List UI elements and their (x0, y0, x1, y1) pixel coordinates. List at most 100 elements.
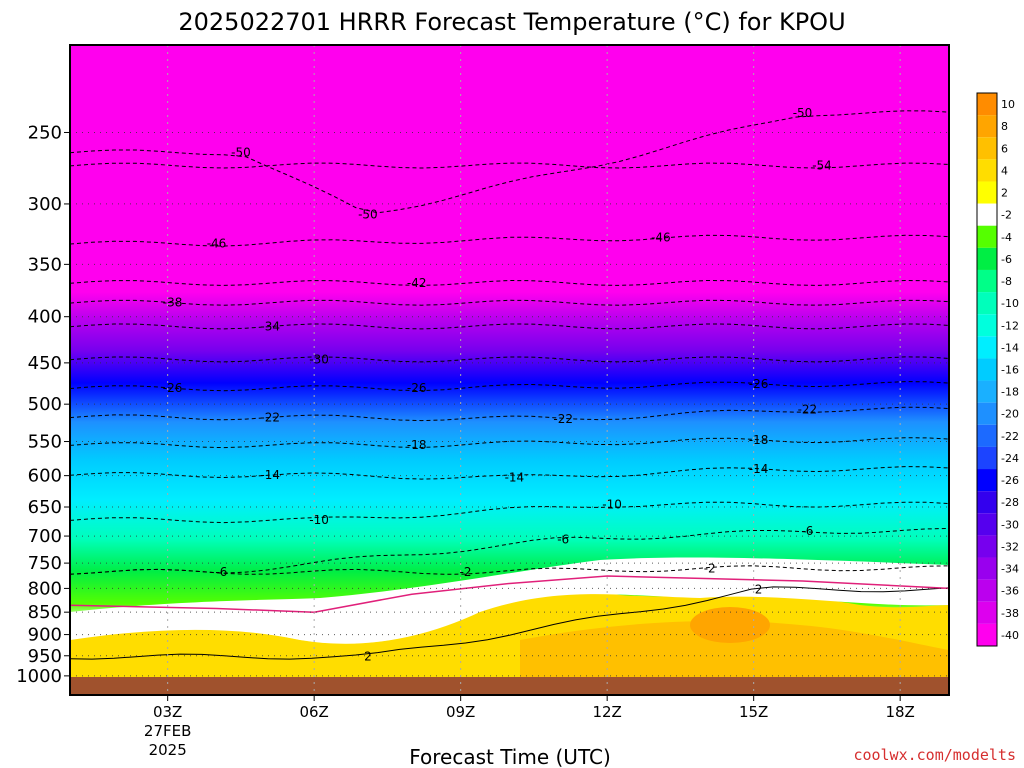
colorbar-swatch (977, 424, 997, 447)
isotherm-label: -54 (812, 159, 832, 173)
isotherm-line (70, 586, 949, 660)
colorbar-swatch (977, 579, 997, 602)
isotherm-label: -2 (704, 561, 716, 575)
x-tick-label: 03Z (153, 703, 182, 721)
y-tick-label: 550 (28, 432, 62, 453)
y-tick-label: 750 (28, 553, 62, 574)
isotherm-label: -38 (163, 296, 183, 310)
colorbar-swatch (977, 513, 997, 536)
colorbar-swatch (977, 402, 997, 425)
isotherm-label: -14 (505, 471, 525, 485)
isotherm-label: -26 (407, 381, 427, 395)
colorbar: 10 8 6 4 2 -2 -4 -6 -8 -10 -12 -14 -16 -18 -20 -22 -24 -2… (976, 92, 1019, 647)
isotherm-label: -6 (801, 524, 813, 538)
isotherm-label: 2 (755, 582, 763, 596)
colorbar-label: -28 (1001, 496, 1019, 509)
colorbar-swatch (977, 115, 997, 138)
colorbar-label: -4 (1001, 231, 1012, 244)
isotherm-label: -34 (260, 319, 280, 333)
colorbar-swatch (977, 93, 997, 116)
colorbar-swatch (977, 336, 997, 359)
isotherm-label: -10 (602, 498, 622, 512)
isotherm-label: -30 (309, 352, 329, 366)
isotherm-label: 2 (364, 650, 372, 664)
colorbar-swatch (977, 247, 997, 270)
colorbar-label: -22 (1001, 430, 1019, 443)
plot-grid (70, 45, 949, 695)
y-tick-label: 650 (28, 497, 62, 518)
colorbar-label: -8 (1001, 275, 1012, 288)
y-tick-label: 300 (28, 194, 62, 215)
isotherm-label: -22 (260, 410, 280, 424)
colorbar-label: -26 (1001, 474, 1019, 487)
colorbar-label: 10 (1001, 98, 1015, 111)
colorbar-swatch (977, 535, 997, 558)
isotherm-label: -50 (358, 207, 378, 221)
colorbar-swatch (977, 623, 997, 646)
colorbar-label: -40 (1001, 629, 1019, 642)
colorbar-label: -10 (1001, 297, 1019, 310)
x-tick-label: 09Z (446, 703, 475, 721)
isotherm-lines (70, 110, 949, 660)
isotherm-labels: -50 -50 -54 -50 -46 -46 -42 -38 -34 -30 -26 -26 -26 -… (163, 106, 832, 663)
colorbar-swatch (977, 181, 997, 204)
colorbar-label: -30 (1001, 518, 1019, 531)
plot-frame (69, 44, 950, 696)
colorbar-swatch (977, 225, 997, 248)
colorbar-swatch (977, 314, 997, 337)
y-tick-label: 600 (28, 466, 62, 487)
colorbar-frame (976, 92, 998, 647)
warm-pocket-region (690, 607, 770, 643)
y-tick-label: 250 (28, 122, 62, 143)
isotherm-label: -14 (260, 468, 280, 482)
y-tick-label: 950 (28, 646, 62, 667)
isotherm-label: -46 (651, 231, 671, 245)
colorbar-label: 4 (1001, 164, 1008, 177)
y-tick-label: 850 (28, 602, 62, 623)
y-tick-label: 800 (28, 578, 62, 599)
x-tick-label: 06Z (299, 703, 328, 721)
colorbar-label: 2 (1001, 187, 1008, 200)
colorbar-label: -20 (1001, 408, 1019, 421)
x-axis-label: Forecast Time (UTC) (409, 745, 611, 768)
colorbar-label: -12 (1001, 319, 1019, 332)
colorbar-swatch (977, 446, 997, 470)
colorbar-swatch (977, 469, 997, 492)
isotherm-label: -22 (798, 403, 818, 417)
isotherm-label: -2 (460, 565, 472, 579)
colorbar-label: -16 (1001, 364, 1019, 377)
y-tick-label: 350 (28, 254, 62, 275)
y-tick-label: 450 (28, 353, 62, 374)
x-tick-label: 12Z (592, 703, 621, 721)
isotherm-label: -50 (793, 106, 813, 120)
y-tick-label: 900 (28, 625, 62, 646)
y-tick-label: 400 (28, 307, 62, 328)
isotherm-line (70, 528, 949, 575)
isotherm-label: -6 (557, 532, 569, 546)
colorbar-label: -14 (1001, 341, 1019, 354)
isotherm-label: -26 (163, 381, 183, 395)
isotherm-label: -18 (407, 438, 427, 452)
colorbar-label: 8 (1001, 120, 1008, 133)
x-tick-label: 18Z (885, 703, 914, 721)
pressure-axis: 2503003504004505005506006507007508008509… (16, 122, 70, 687)
y-tick-label: 1000 (16, 666, 62, 687)
isotherm-label: -18 (749, 433, 769, 447)
colorbar-swatch (977, 557, 997, 580)
colorbar-label: -6 (1001, 253, 1012, 266)
colorbar-swatch (977, 269, 997, 293)
x-tick-sublabel: 2025 (149, 741, 187, 759)
colorbar-label: 6 (1001, 142, 1008, 155)
colorbar-label: -2 (1001, 209, 1012, 222)
isotherm-label: -14 (749, 462, 769, 476)
colorbar-label: -24 (1001, 452, 1019, 465)
isotherm-label: -26 (749, 377, 769, 391)
colorbar-swatch (977, 358, 997, 381)
y-tick-label: 500 (28, 394, 62, 415)
colorbar-label: -34 (1001, 563, 1019, 576)
chart-title: 2025022701 HRRR Forecast Temperature (°C… (178, 8, 845, 36)
isotherm-label: -42 (407, 276, 427, 290)
colorbar-swatch (977, 159, 997, 182)
